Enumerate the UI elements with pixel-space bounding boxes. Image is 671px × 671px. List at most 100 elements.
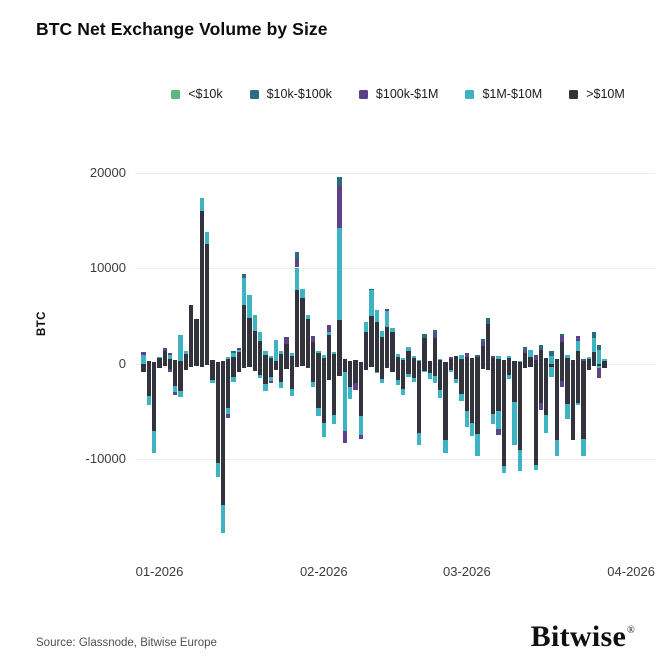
bar-segment bbox=[597, 363, 602, 366]
bar-segment bbox=[491, 356, 496, 359]
legend-item-10k-100k: $10k-$100k bbox=[249, 87, 332, 101]
bar-segment bbox=[194, 319, 199, 364]
bar-segment bbox=[247, 295, 252, 319]
bar-segment bbox=[422, 334, 427, 339]
bar-segment bbox=[353, 382, 358, 390]
gridline bbox=[135, 173, 655, 175]
bar-segment bbox=[469, 423, 475, 437]
bar-segment bbox=[581, 361, 586, 364]
bar-segment bbox=[528, 363, 533, 367]
bar-segment bbox=[395, 354, 401, 358]
bar-segment bbox=[379, 379, 385, 383]
bar-segment bbox=[157, 363, 162, 368]
bar-segment bbox=[220, 505, 226, 533]
bar-segment bbox=[199, 197, 204, 212]
bar-segment bbox=[316, 350, 321, 354]
y-tick-label: -10000 bbox=[85, 451, 126, 467]
bar-segment bbox=[279, 363, 284, 383]
bar-segment bbox=[321, 358, 326, 364]
bar-segment bbox=[459, 363, 464, 395]
legend-item-10k: <$10k bbox=[171, 87, 223, 101]
bar-segment bbox=[348, 361, 353, 364]
bar-segment bbox=[475, 355, 480, 358]
bar-segment bbox=[204, 243, 210, 364]
bar-segment bbox=[544, 415, 549, 433]
bar-segment bbox=[401, 363, 406, 389]
bar-segment bbox=[385, 363, 390, 368]
bar-segment bbox=[597, 349, 602, 364]
bar-segment bbox=[141, 355, 146, 364]
bar-segment bbox=[326, 363, 332, 381]
bar-segment bbox=[332, 415, 337, 424]
bar-segment bbox=[173, 360, 178, 364]
bar-segment bbox=[575, 340, 581, 352]
bar-segment bbox=[326, 335, 332, 364]
bar-segment bbox=[560, 336, 565, 342]
bar-segment bbox=[565, 358, 570, 364]
bar-segment bbox=[570, 363, 575, 441]
bar-segment bbox=[385, 308, 390, 312]
bar-segment bbox=[475, 357, 480, 364]
bar-segment bbox=[464, 353, 469, 358]
bar-segment bbox=[263, 363, 268, 384]
bar-segment bbox=[554, 440, 560, 457]
bar-segment bbox=[374, 371, 379, 374]
bar-segment bbox=[549, 356, 554, 364]
bar-segment bbox=[247, 318, 252, 364]
bar-segment bbox=[501, 466, 507, 473]
legend-swatch-icon bbox=[171, 89, 181, 99]
bar-segment bbox=[146, 361, 151, 364]
bar-segment bbox=[422, 363, 427, 371]
bar-segment bbox=[300, 288, 305, 299]
bar-segment bbox=[231, 377, 236, 383]
bar-segment bbox=[257, 375, 263, 379]
gridline bbox=[135, 268, 655, 270]
bar-segment bbox=[438, 363, 443, 390]
bar-segment bbox=[289, 388, 295, 397]
bar-segment bbox=[178, 363, 183, 391]
legend-label: $100k-$1M bbox=[375, 87, 439, 101]
bar-segment bbox=[401, 358, 406, 361]
bar-segment bbox=[390, 327, 395, 333]
bar-segment bbox=[305, 319, 310, 364]
bar-segment bbox=[501, 360, 507, 364]
bar-segment bbox=[310, 363, 316, 383]
bar-segment bbox=[337, 186, 342, 229]
bar-segment bbox=[459, 359, 464, 364]
bar-segment bbox=[157, 358, 162, 364]
bar-segment bbox=[533, 360, 538, 364]
bar-segment bbox=[337, 319, 342, 364]
bar-segment bbox=[501, 363, 507, 466]
bar-segment bbox=[533, 355, 538, 361]
bar-segment bbox=[289, 363, 295, 389]
legend-label: $10k-$100k bbox=[266, 87, 332, 101]
bar-segment bbox=[390, 363, 395, 373]
bar-segment bbox=[581, 359, 586, 362]
bar-segment bbox=[257, 363, 263, 376]
legend: <$10k $10k-$100k $100k-$1M $1M-$10M >$10M bbox=[141, 87, 655, 101]
bar-segment bbox=[496, 363, 501, 411]
bar-segment bbox=[226, 363, 231, 408]
bar-segment bbox=[422, 370, 427, 373]
y-axis-title: BTC bbox=[36, 311, 48, 336]
bar-segment bbox=[151, 363, 157, 431]
bar-segment bbox=[602, 359, 607, 362]
bar-segment bbox=[242, 278, 247, 305]
bar-segment bbox=[438, 359, 443, 361]
bar-segment bbox=[512, 402, 517, 445]
bar-segment bbox=[507, 363, 512, 376]
bar-segment bbox=[432, 338, 438, 364]
bar-segment bbox=[427, 363, 432, 374]
bar-segment bbox=[395, 380, 401, 385]
bar-segment bbox=[507, 375, 512, 380]
bar-segment bbox=[522, 346, 528, 351]
bar-segment bbox=[597, 365, 602, 368]
bar-segment bbox=[485, 323, 491, 364]
bar-segment bbox=[464, 410, 469, 427]
bar-segment bbox=[273, 361, 279, 364]
bar-segment bbox=[533, 363, 538, 466]
bar-segment bbox=[289, 356, 295, 364]
bar-segment bbox=[560, 341, 565, 364]
bar-segment bbox=[295, 290, 300, 364]
bar-segment bbox=[560, 334, 565, 337]
